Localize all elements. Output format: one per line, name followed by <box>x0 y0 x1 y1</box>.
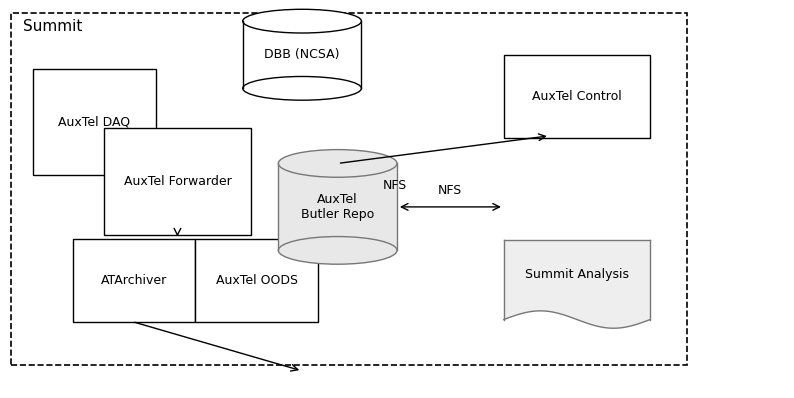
Bar <box>33 68 156 175</box>
Bar <box>504 55 650 138</box>
Ellipse shape <box>243 76 361 100</box>
Text: AuxTel OODS: AuxTel OODS <box>215 273 298 287</box>
Bar <box>72 238 195 322</box>
Bar <box>11 13 688 365</box>
Bar <box>104 128 251 234</box>
Bar <box>195 238 318 322</box>
Ellipse shape <box>279 150 397 177</box>
Bar <box>279 164 397 250</box>
Text: ATArchiver: ATArchiver <box>101 273 167 287</box>
Polygon shape <box>504 240 650 328</box>
Ellipse shape <box>279 236 397 264</box>
Text: NFS: NFS <box>383 179 407 192</box>
Bar <box>243 21 361 88</box>
Text: Summit Analysis: Summit Analysis <box>525 267 629 281</box>
Text: DBB (NCSA): DBB (NCSA) <box>264 48 340 61</box>
Text: NFS: NFS <box>437 184 462 197</box>
Text: AuxTel Control: AuxTel Control <box>532 90 622 103</box>
Text: AuxTel DAQ: AuxTel DAQ <box>58 115 130 129</box>
Ellipse shape <box>243 9 361 33</box>
Text: AuxTel
Butler Repo: AuxTel Butler Repo <box>301 193 374 221</box>
Text: AuxTel Forwarder: AuxTel Forwarder <box>124 175 231 188</box>
Text: Summit: Summit <box>23 19 82 34</box>
